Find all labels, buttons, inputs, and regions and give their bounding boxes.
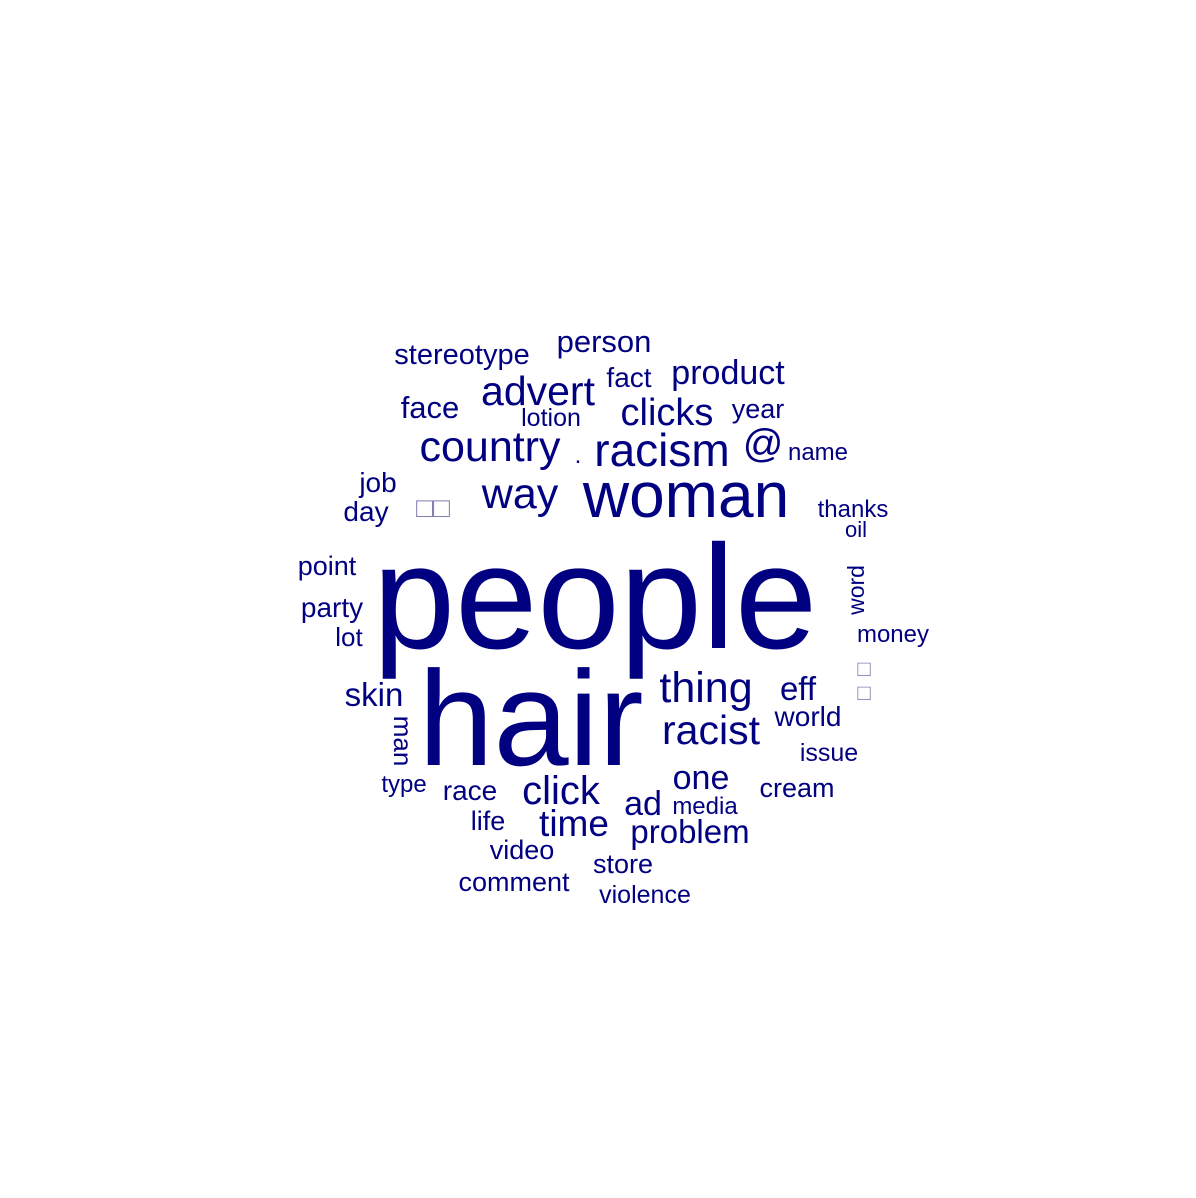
word-advert: advert <box>481 368 596 414</box>
word-man: man <box>388 716 418 767</box>
word-video: video <box>490 835 555 865</box>
word-country: country <box>419 423 561 471</box>
word-boxes2a: □ <box>857 656 870 681</box>
word-person: person <box>557 324 652 359</box>
word-racism: racism <box>594 424 729 476</box>
word-job: job <box>358 467 396 498</box>
word-ad: ad <box>624 785 662 823</box>
word-way: way <box>481 470 559 518</box>
word-hair: hair <box>418 643 643 794</box>
word-name: name <box>788 439 848 466</box>
word-stereotype: stereotype <box>394 339 529 371</box>
word-racist: racist <box>662 707 761 753</box>
word-product: product <box>671 354 785 392</box>
word-at: @ <box>743 422 784 466</box>
word-world: world <box>774 701 842 732</box>
word-race: race <box>443 775 497 806</box>
word-money: money <box>857 621 929 648</box>
word-time: time <box>539 803 609 844</box>
word-life: life <box>471 806 506 836</box>
word-store: store <box>593 849 653 879</box>
word-cream: cream <box>759 773 834 803</box>
word-comment: comment <box>458 867 570 897</box>
word-violence: violence <box>599 881 691 909</box>
word-dot: . <box>575 442 582 469</box>
word-fact: fact <box>606 362 651 393</box>
word-face: face <box>401 390 460 425</box>
word-clicks: clicks <box>621 392 714 434</box>
word-woman: woman <box>582 459 789 531</box>
word-media: media <box>672 793 738 820</box>
word-boxes2b: □ <box>857 680 870 705</box>
word-problem: problem <box>630 813 749 850</box>
word-boxes1: □□ <box>416 492 450 523</box>
word-skin: skin <box>345 676 404 713</box>
word-one: one <box>673 759 730 797</box>
word-oil: oil <box>845 517 867 542</box>
word-point: point <box>298 551 357 581</box>
word-type: type <box>381 771 426 798</box>
word-lot: lot <box>335 622 363 652</box>
word-thing: thing <box>659 664 752 712</box>
word-year: year <box>732 394 785 424</box>
word-lotion: lotion <box>521 404 581 432</box>
word-people: people <box>373 515 817 680</box>
word-party: party <box>301 592 363 623</box>
word-eff: eff <box>780 670 817 707</box>
word-thanks: thanks <box>818 496 889 523</box>
word-day: day <box>343 496 388 527</box>
word-click: click <box>522 769 601 813</box>
word-issue: issue <box>800 739 858 767</box>
word-word: word <box>843 565 869 616</box>
